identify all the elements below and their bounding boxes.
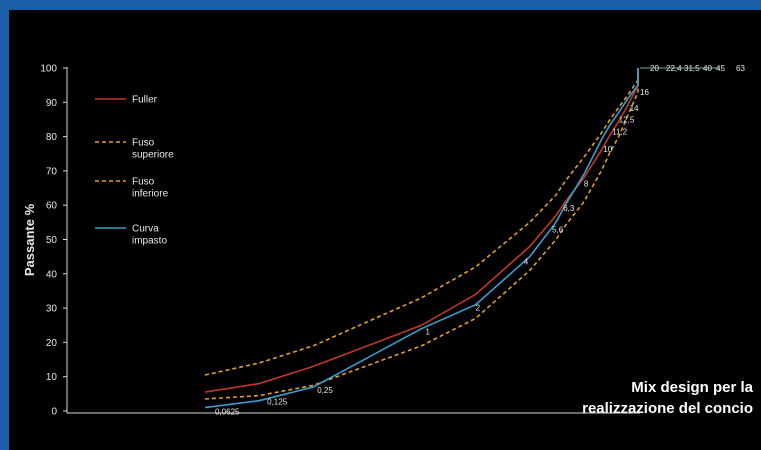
legend-label: Curva xyxy=(132,224,159,235)
sieve-label: 16 xyxy=(640,88,649,97)
legend-label: Fuller xyxy=(132,95,158,106)
y-tick-label: 80 xyxy=(46,132,58,143)
series-line-4 xyxy=(204,68,639,409)
series-layer xyxy=(204,67,720,409)
sieve-label-top: 40 xyxy=(703,64,712,73)
y-tick-label: 0 xyxy=(51,407,57,418)
sieve-label: 2 xyxy=(476,304,481,313)
legend: FullerFusosuperioreFusoinferioreCurvaimp… xyxy=(95,95,174,247)
sieve-label: 5,6 xyxy=(552,225,564,234)
y-tick-label: 30 xyxy=(46,304,58,315)
legend-label-line2: impasto xyxy=(132,236,167,247)
y-tick-label: 50 xyxy=(46,235,58,246)
y-tick-label: 90 xyxy=(46,98,58,109)
sieve-label: 8 xyxy=(584,179,589,188)
sieve-label: 0,125 xyxy=(267,398,288,407)
sieve-label-top: 22,4 xyxy=(666,64,682,73)
series-line-1 xyxy=(204,68,639,393)
chart-panel xyxy=(9,10,761,450)
sieve-label: 12,5 xyxy=(619,116,635,125)
sieve-label: 6,3 xyxy=(563,204,575,213)
sieve-label: 10 xyxy=(603,145,612,154)
sieve-label: 1 xyxy=(426,328,431,337)
legend-label-line2: superiore xyxy=(132,150,174,161)
sieve-label: 0,0625 xyxy=(215,408,240,417)
sieve-label: 11,2 xyxy=(612,128,628,137)
legend-label: Fuso xyxy=(132,138,155,149)
y-tick-label: 60 xyxy=(46,201,58,212)
series-line-2 xyxy=(204,68,639,376)
y-tick-label: 40 xyxy=(46,269,58,280)
y-ticks: 0 10 20 30 40 50 60 70 80 90 100 xyxy=(40,64,67,418)
sieve-label: 14 xyxy=(630,104,639,113)
y-tick-label: 70 xyxy=(46,166,58,177)
legend-label: Fuso xyxy=(132,177,155,188)
sieve-label-top: 45 xyxy=(716,64,725,73)
y-tick-label: 10 xyxy=(46,372,58,383)
sieve-label: 4 xyxy=(524,258,529,267)
legend-label-line2: inferiore xyxy=(132,189,169,200)
caption-line-2: realizzazione del concio xyxy=(582,400,753,417)
y-axis-label: Passante % xyxy=(22,203,37,276)
series-line-3 xyxy=(204,68,639,400)
caption-line-1: Mix design per la xyxy=(631,379,753,396)
y-tick-label: 20 xyxy=(46,338,58,349)
sieve-label-top: 20 xyxy=(650,64,659,73)
sieve-label-top: 31,5 xyxy=(684,64,700,73)
caption: Mix design per la realizzazione del conc… xyxy=(582,377,753,419)
y-tick-label: 100 xyxy=(40,64,57,75)
sieve-label: 0,25 xyxy=(317,386,333,395)
sieve-label-top: 63 xyxy=(736,64,745,73)
